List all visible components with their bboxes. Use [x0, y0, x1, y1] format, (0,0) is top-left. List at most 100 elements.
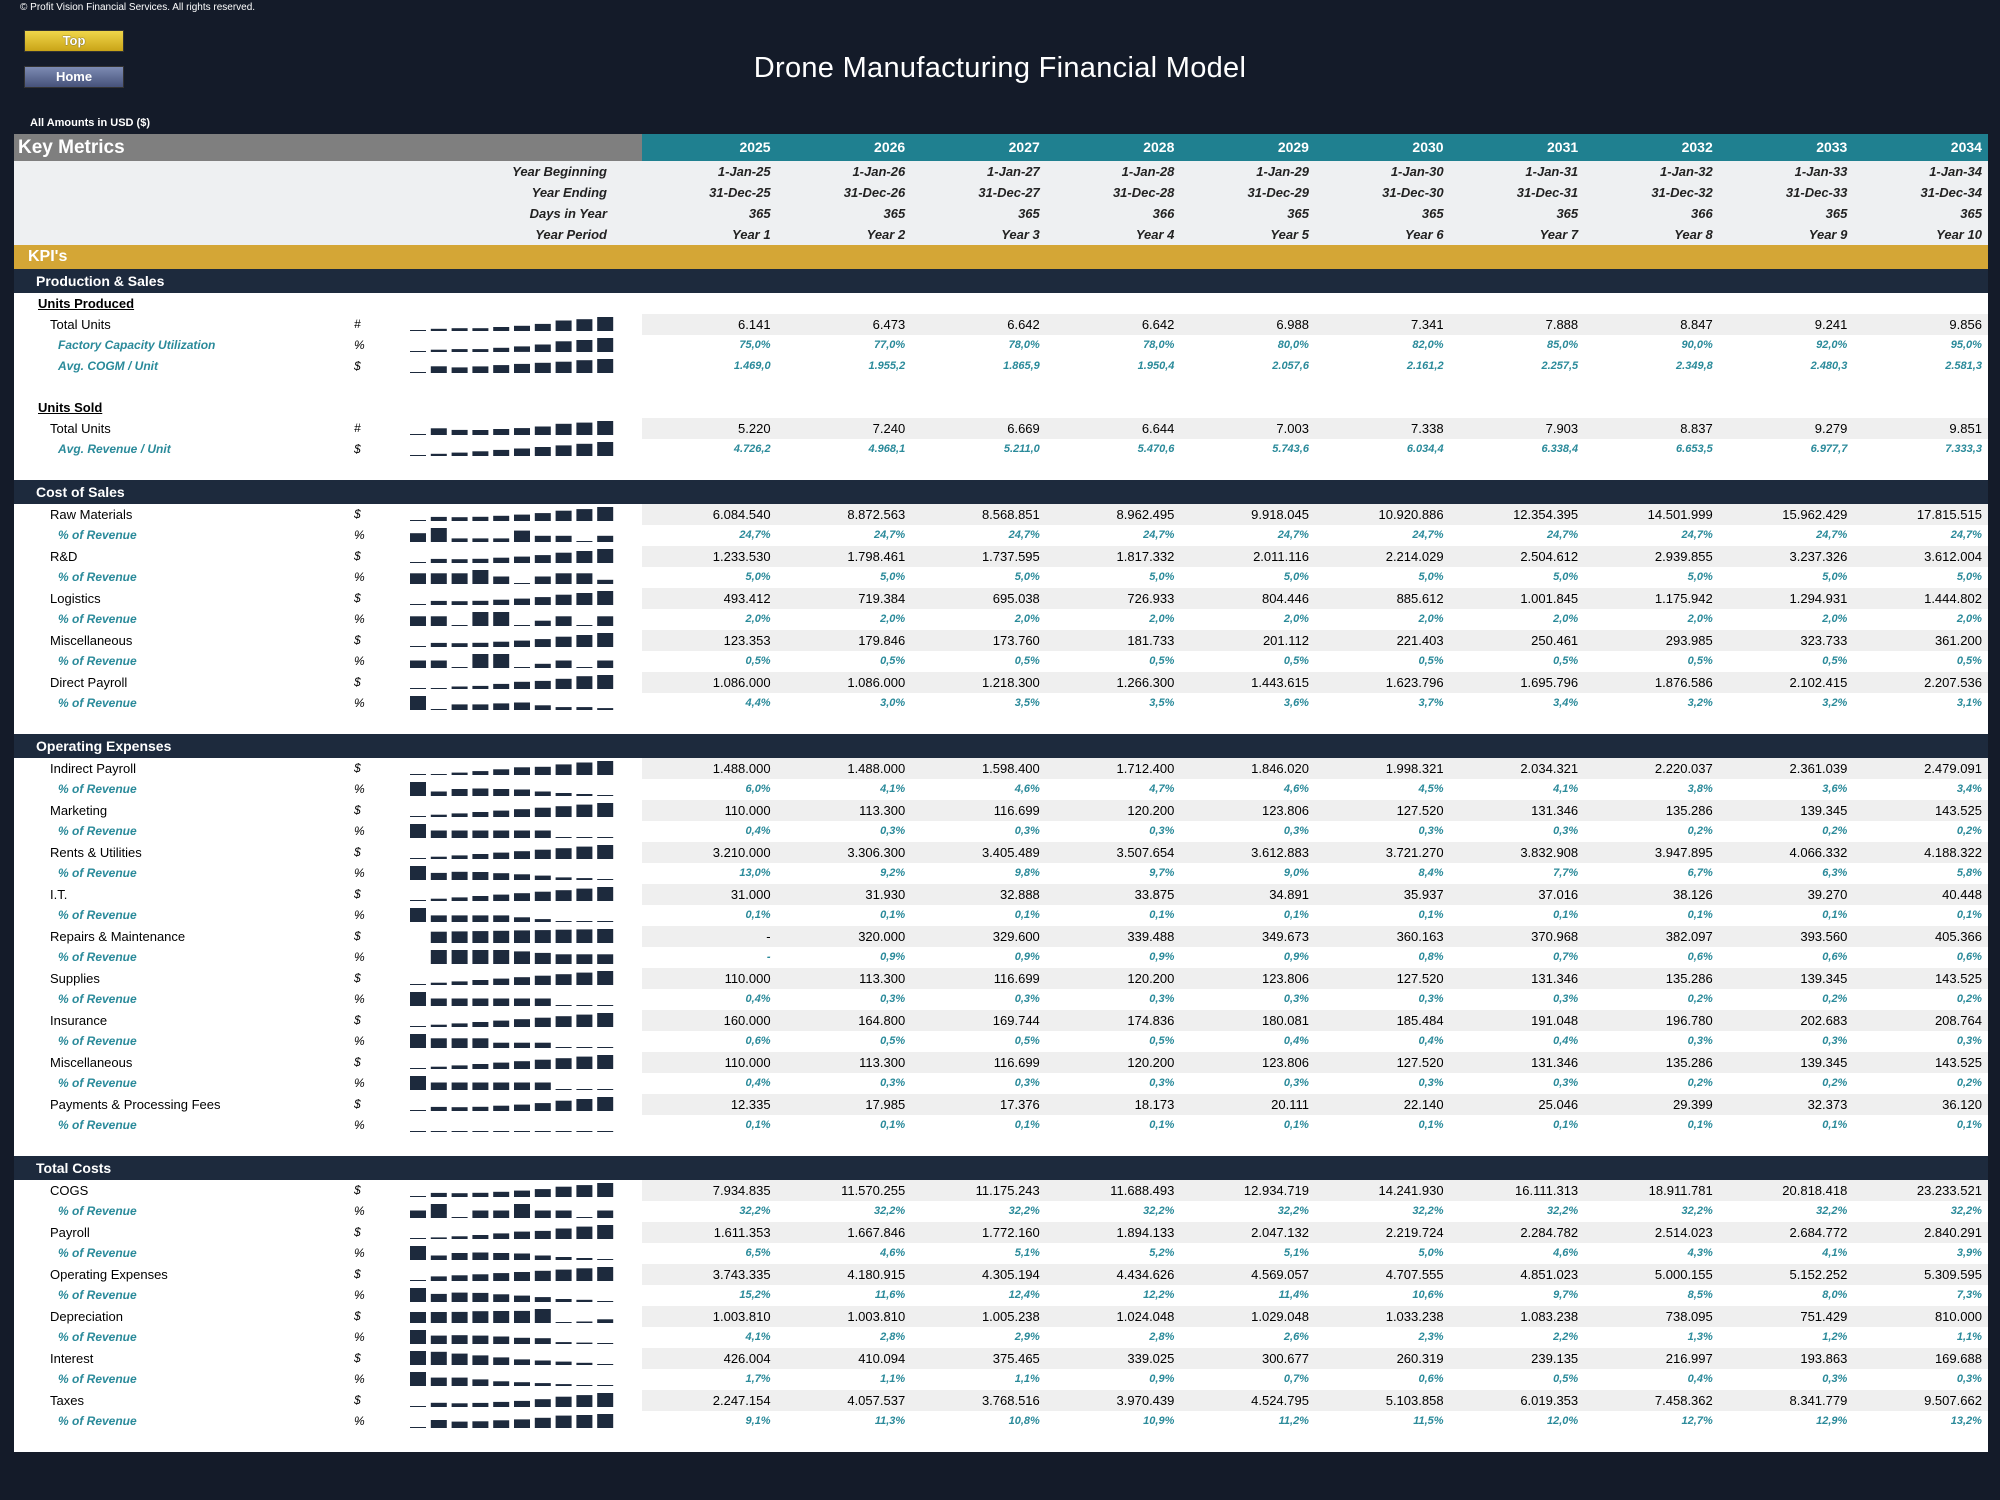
row-1-0-1-sparkline — [410, 528, 614, 542]
row-0-0-1-spark-bar-6 — [514, 346, 530, 352]
row-1-0-1-cell-8: 24,7% — [1681, 529, 1713, 541]
row-2-0-0-spark-bar-2 — [430, 774, 447, 775]
row-3-0-6-cell-4: 1.024.048 — [1116, 1309, 1175, 1324]
row-2-0-0-spark-bar-1 — [410, 774, 426, 775]
row-2-0-7-cell-10: 0,1% — [1956, 909, 1982, 921]
row-0-0-0-cell-10: 9.856 — [1949, 317, 1982, 332]
row-2-0-11-spark-bar-2 — [430, 998, 447, 1006]
row-0-0-2-cell-1: 1.469,0 — [733, 360, 771, 372]
top-button[interactable]: Top — [24, 30, 124, 52]
meta-row-2-cell-8: 366 — [1691, 206, 1713, 221]
row-2-0-14-cell-1: 110.000 — [724, 1055, 771, 1070]
row-0-0-0-spark-bar-1 — [410, 330, 426, 331]
row-3-0-5-cell-4: 12,2% — [1143, 1289, 1175, 1301]
row-3-0-3-cell-2: 4,6% — [880, 1247, 906, 1259]
row-1-0-6-spark-bar-5 — [493, 641, 510, 647]
row-unit: % — [354, 992, 365, 1006]
row-2-0-8-cell-8: 382.097 — [1665, 929, 1713, 944]
row-3-0-2-spark-bar-10 — [597, 1225, 614, 1239]
row-3-0-0-spark-bar-6 — [514, 1190, 530, 1197]
row-3-0-0-values: 7.934.835 11.570.255 11.175.243 11.688.493 1… — [642, 1180, 1988, 1201]
row-2-0-16-cell-5: 20.111 — [1271, 1097, 1309, 1112]
row-0-0-0-spark-bar-3 — [451, 328, 468, 331]
row-3-0-7-spark-bar-1 — [410, 1330, 426, 1344]
row-3-0-8-spark-bar-4 — [472, 1355, 489, 1365]
table-row: % of Revenue% 4,4% 3,0% 3,5% 3,5% 3,6% 3,7% 3,4… — [14, 693, 1988, 714]
table-row: Total Units #6.141 6.473 6.642 6.642 6.988 7.3… — [14, 314, 1988, 335]
row-3-0-6-spark-bar-7 — [534, 1309, 551, 1323]
row-1-0-8-cell-7: 1.695.796 — [1520, 675, 1579, 690]
row-2-0-14-cell-8: 135.286 — [1665, 1055, 1713, 1070]
row-1-0-7-cell-9: 0,5% — [1822, 655, 1848, 667]
table-row: % of Revenue% 0,4% 0,3% 0,3% 0,3% 0,3% 0,3% 0,3… — [14, 989, 1988, 1010]
home-button[interactable]: Home — [24, 66, 124, 88]
row-2-0-10-cell-2: 113.300 — [859, 971, 906, 986]
row-1-0-7-spark-bar-9 — [576, 667, 593, 668]
row-2-0-8-cell-5: 349.673 — [1261, 929, 1309, 944]
table-row: % of Revenue% 9,1% 11,3% 10,8% 10,9% 11,2% 11,… — [14, 1411, 1988, 1432]
row-2-0-12-sparkline — [410, 1013, 614, 1027]
row-1-0-1-spark-bar-7 — [534, 535, 551, 542]
row-2-0-15-cell-9: 0,2% — [1822, 1077, 1848, 1089]
copyright-notice: © Profit Vision Financial Services. All … — [20, 2, 256, 13]
row-0-1-0-spark-bar-7 — [534, 426, 551, 435]
row-1-0-1-cell-2: 24,7% — [873, 529, 906, 541]
table-row: Operating Expenses $3.743.335 4.180.915 4.3… — [14, 1264, 1988, 1285]
meta-label: Year Ending — [531, 185, 607, 200]
row-1-0-6-spark-bar-3 — [451, 643, 468, 647]
row-label: Avg. COGM / Unit — [58, 359, 158, 373]
meta-row-2-cell-7: 365 — [1556, 206, 1579, 221]
row-3-0-11-cell-7: 12,0% — [1546, 1415, 1579, 1427]
row-2-0-7-spark-bar-2 — [430, 915, 447, 922]
row-3-0-0-spark-bar-3 — [451, 1193, 468, 1197]
row-2-0-7-cell-8: 0,1% — [1687, 909, 1713, 921]
row-2-0-10-spark-bar-5 — [493, 978, 510, 985]
row-2-0-12-values: 160.000 164.800 169.744 174.836 180.081 185.4… — [642, 1010, 1988, 1031]
table-row: Supplies $110.000 113.300 116.699 120.200 123… — [14, 968, 1988, 989]
row-2-0-17-spark-bar-6 — [514, 1131, 530, 1132]
row-2-0-13-cell-6: 0,4% — [1418, 1035, 1444, 1047]
row-2-0-1-values: 6,0% 4,1% 4,6% 4,7% 4,6% 4,5% 4,1% 3,8% 3,6% 3,4% — [642, 779, 1988, 800]
row-2-0-14-spark-bar-2 — [430, 1066, 447, 1069]
row-0-0-1-spark-bar-5 — [493, 347, 510, 352]
row-1-0-8-cell-4: 1.266.300 — [1116, 675, 1175, 690]
row-2-0-14-spark-bar-3 — [451, 1065, 468, 1069]
row-1-0-2-sparkline — [410, 549, 614, 563]
row-3-0-5-cell-2: 11,6% — [874, 1289, 906, 1301]
row-0-0-0-spark-bar-4 — [472, 328, 489, 331]
row-3-0-9-cell-9: 0,3% — [1822, 1373, 1848, 1385]
row-unit: $ — [354, 633, 361, 647]
row-1-0-9-cell-10: 3,1% — [1956, 697, 1982, 709]
row-2-0-14-spark-bar-7 — [534, 1059, 551, 1069]
row-2-0-13-cell-2: 0,5% — [880, 1035, 906, 1047]
row-label: Total Units — [50, 421, 111, 436]
row-0-1-1-cell-10: 7.333,3 — [1945, 443, 1982, 455]
row-3-0-4-spark-bar-5 — [493, 1273, 510, 1281]
row-1-0-9-spark-bar-10 — [597, 708, 614, 710]
row-3-0-5-spark-bar-1 — [410, 1288, 426, 1302]
row-3-0-8-cell-5: 300.677 — [1261, 1351, 1309, 1366]
row-1-0-6-cell-2: 179.846 — [858, 633, 906, 648]
row-1-0-7-spark-bar-6 — [514, 667, 530, 668]
row-3-0-6-spark-bar-2 — [430, 1312, 447, 1323]
row-1-0-9-cell-4: 3,5% — [1149, 697, 1175, 709]
row-1-0-0-cell-1: 6.084.540 — [712, 507, 771, 522]
row-label: Factory Capacity Utilization — [58, 338, 216, 352]
row-2-0-4-spark-bar-3 — [451, 855, 468, 859]
row-2-0-17-cell-6: 0,1% — [1418, 1119, 1444, 1131]
row-1-0-8-values: 1.086.000 1.086.000 1.218.300 1.266.300 1.44… — [642, 672, 1988, 693]
row-2-0-12-cell-8: 196.780 — [1665, 1013, 1713, 1028]
row-1-0-1-cell-3: 24,7% — [1008, 529, 1040, 541]
row-3-0-2-spark-bar-4 — [472, 1235, 489, 1239]
row-3-0-10-cell-2: 4.057.537 — [847, 1393, 906, 1408]
row-unit: # — [354, 421, 361, 435]
row-label: Supplies — [50, 971, 100, 986]
row-label: Insurance — [50, 1013, 108, 1028]
row-3-0-7-spark-bar-8 — [555, 1342, 572, 1344]
row-1-0-7-spark-bar-1 — [410, 660, 426, 668]
row-2-0-13-spark-bar-2 — [430, 1038, 447, 1048]
row-2-0-17-cell-2: 0,1% — [880, 1119, 906, 1131]
row-0-1-1-spark-bar-10 — [597, 442, 614, 456]
table-row: Taxes $2.247.154 4.057.537 3.768.516 3.970.4… — [14, 1390, 1988, 1411]
row-1-0-8-spark-bar-8 — [555, 678, 572, 689]
